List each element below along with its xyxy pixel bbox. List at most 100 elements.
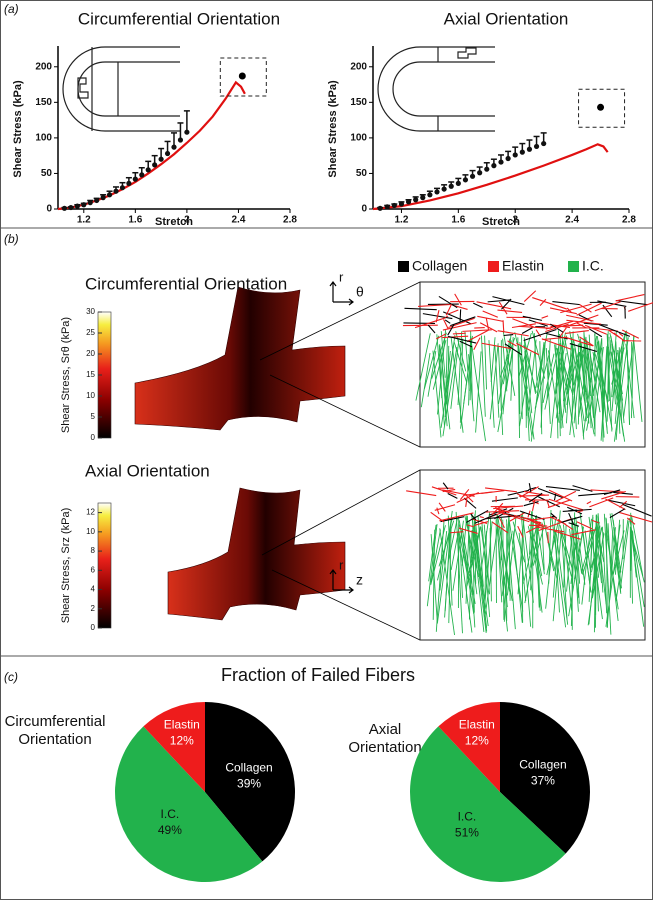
fiber [578, 492, 612, 497]
data-point [434, 189, 440, 195]
fiber [518, 345, 533, 437]
fiber [438, 502, 446, 512]
fiber [546, 338, 551, 400]
fiber [517, 525, 524, 538]
fiber [435, 521, 445, 632]
x-axis-label: Stretch [482, 216, 520, 228]
data-point [505, 155, 511, 162]
fiber [557, 518, 574, 531]
fiber [571, 517, 579, 612]
fiber [454, 293, 462, 306]
fiber [450, 531, 464, 534]
pie-suptitle: Fraction of Failed Fibers [221, 665, 415, 685]
fiber [437, 329, 447, 415]
fiber [457, 531, 473, 633]
fiber [443, 319, 449, 329]
fiber [612, 519, 622, 589]
fiber [528, 339, 537, 411]
fiber [623, 335, 635, 418]
fiber [470, 513, 477, 521]
fiber [579, 303, 592, 313]
data-point [132, 176, 138, 182]
fiber [531, 516, 557, 521]
fiber [477, 315, 504, 322]
fiber [542, 517, 555, 572]
slice-value: 12% [170, 734, 194, 748]
fiber [550, 324, 584, 328]
fiber [483, 524, 491, 595]
fiber [597, 350, 613, 430]
fiber [430, 529, 441, 583]
legend-label: Elastin [502, 258, 544, 274]
fiber [537, 525, 545, 575]
fiber [534, 353, 550, 409]
model-curve [372, 143, 609, 211]
fiber [503, 334, 514, 337]
fiber [492, 521, 509, 534]
fiber [630, 514, 644, 576]
fiber [529, 518, 542, 525]
fiber [430, 511, 445, 523]
fiber [518, 325, 552, 329]
fiber [442, 482, 449, 490]
fiber [507, 514, 524, 612]
fiber [621, 329, 640, 339]
data-point [512, 152, 518, 158]
fiber [600, 346, 608, 441]
x-tick-label: 2 [512, 215, 518, 226]
chart-title: Axial Orientation [444, 9, 569, 28]
fiber [485, 510, 520, 513]
fiber [439, 512, 474, 522]
fiber [473, 337, 481, 351]
tube-schematic [62, 46, 495, 132]
fiber [544, 344, 560, 410]
fiber [446, 315, 449, 318]
axis-glyph-label: r [339, 557, 344, 572]
fiber [493, 505, 524, 510]
failure-box [219, 57, 267, 97]
axis-glyph-label: z [356, 572, 363, 588]
fiber [552, 300, 581, 306]
y-tick-label: 150 [35, 97, 52, 108]
fiber [576, 510, 584, 513]
data-point [145, 167, 151, 173]
axis-glyph-label: r [339, 269, 344, 284]
fiber [420, 352, 431, 408]
fiber [435, 333, 447, 340]
pie-title: Circumferential [5, 713, 106, 730]
fiber [545, 518, 556, 609]
fiber [613, 491, 633, 495]
fiber [432, 350, 442, 438]
fiber [520, 513, 532, 627]
slice-label: I.C. [458, 809, 477, 823]
colorbar [97, 502, 112, 629]
fiber [498, 338, 511, 404]
fiber [447, 335, 477, 344]
legend-swatch [488, 261, 499, 272]
fiber [436, 507, 440, 515]
data-point [377, 205, 383, 211]
fiber [615, 351, 624, 440]
fiber [461, 529, 476, 604]
fiber [569, 331, 585, 422]
fiber [458, 527, 478, 534]
fiber [489, 528, 492, 602]
y-tick-label: 0 [361, 204, 367, 215]
data-point [541, 140, 547, 147]
fiber [557, 348, 561, 437]
data-point [139, 172, 145, 178]
fiber [481, 523, 491, 618]
fiber [535, 329, 542, 338]
pie-slice [143, 702, 205, 792]
fiber [566, 314, 594, 322]
data-point [484, 166, 490, 172]
pie-slice [410, 726, 566, 882]
fiber [589, 516, 594, 584]
y-tick-label: 200 [350, 61, 367, 72]
view-title: Axial Orientation [85, 461, 210, 480]
fiber [497, 309, 523, 313]
fiber [618, 511, 653, 523]
fiber [577, 338, 582, 425]
fiber [569, 528, 580, 599]
